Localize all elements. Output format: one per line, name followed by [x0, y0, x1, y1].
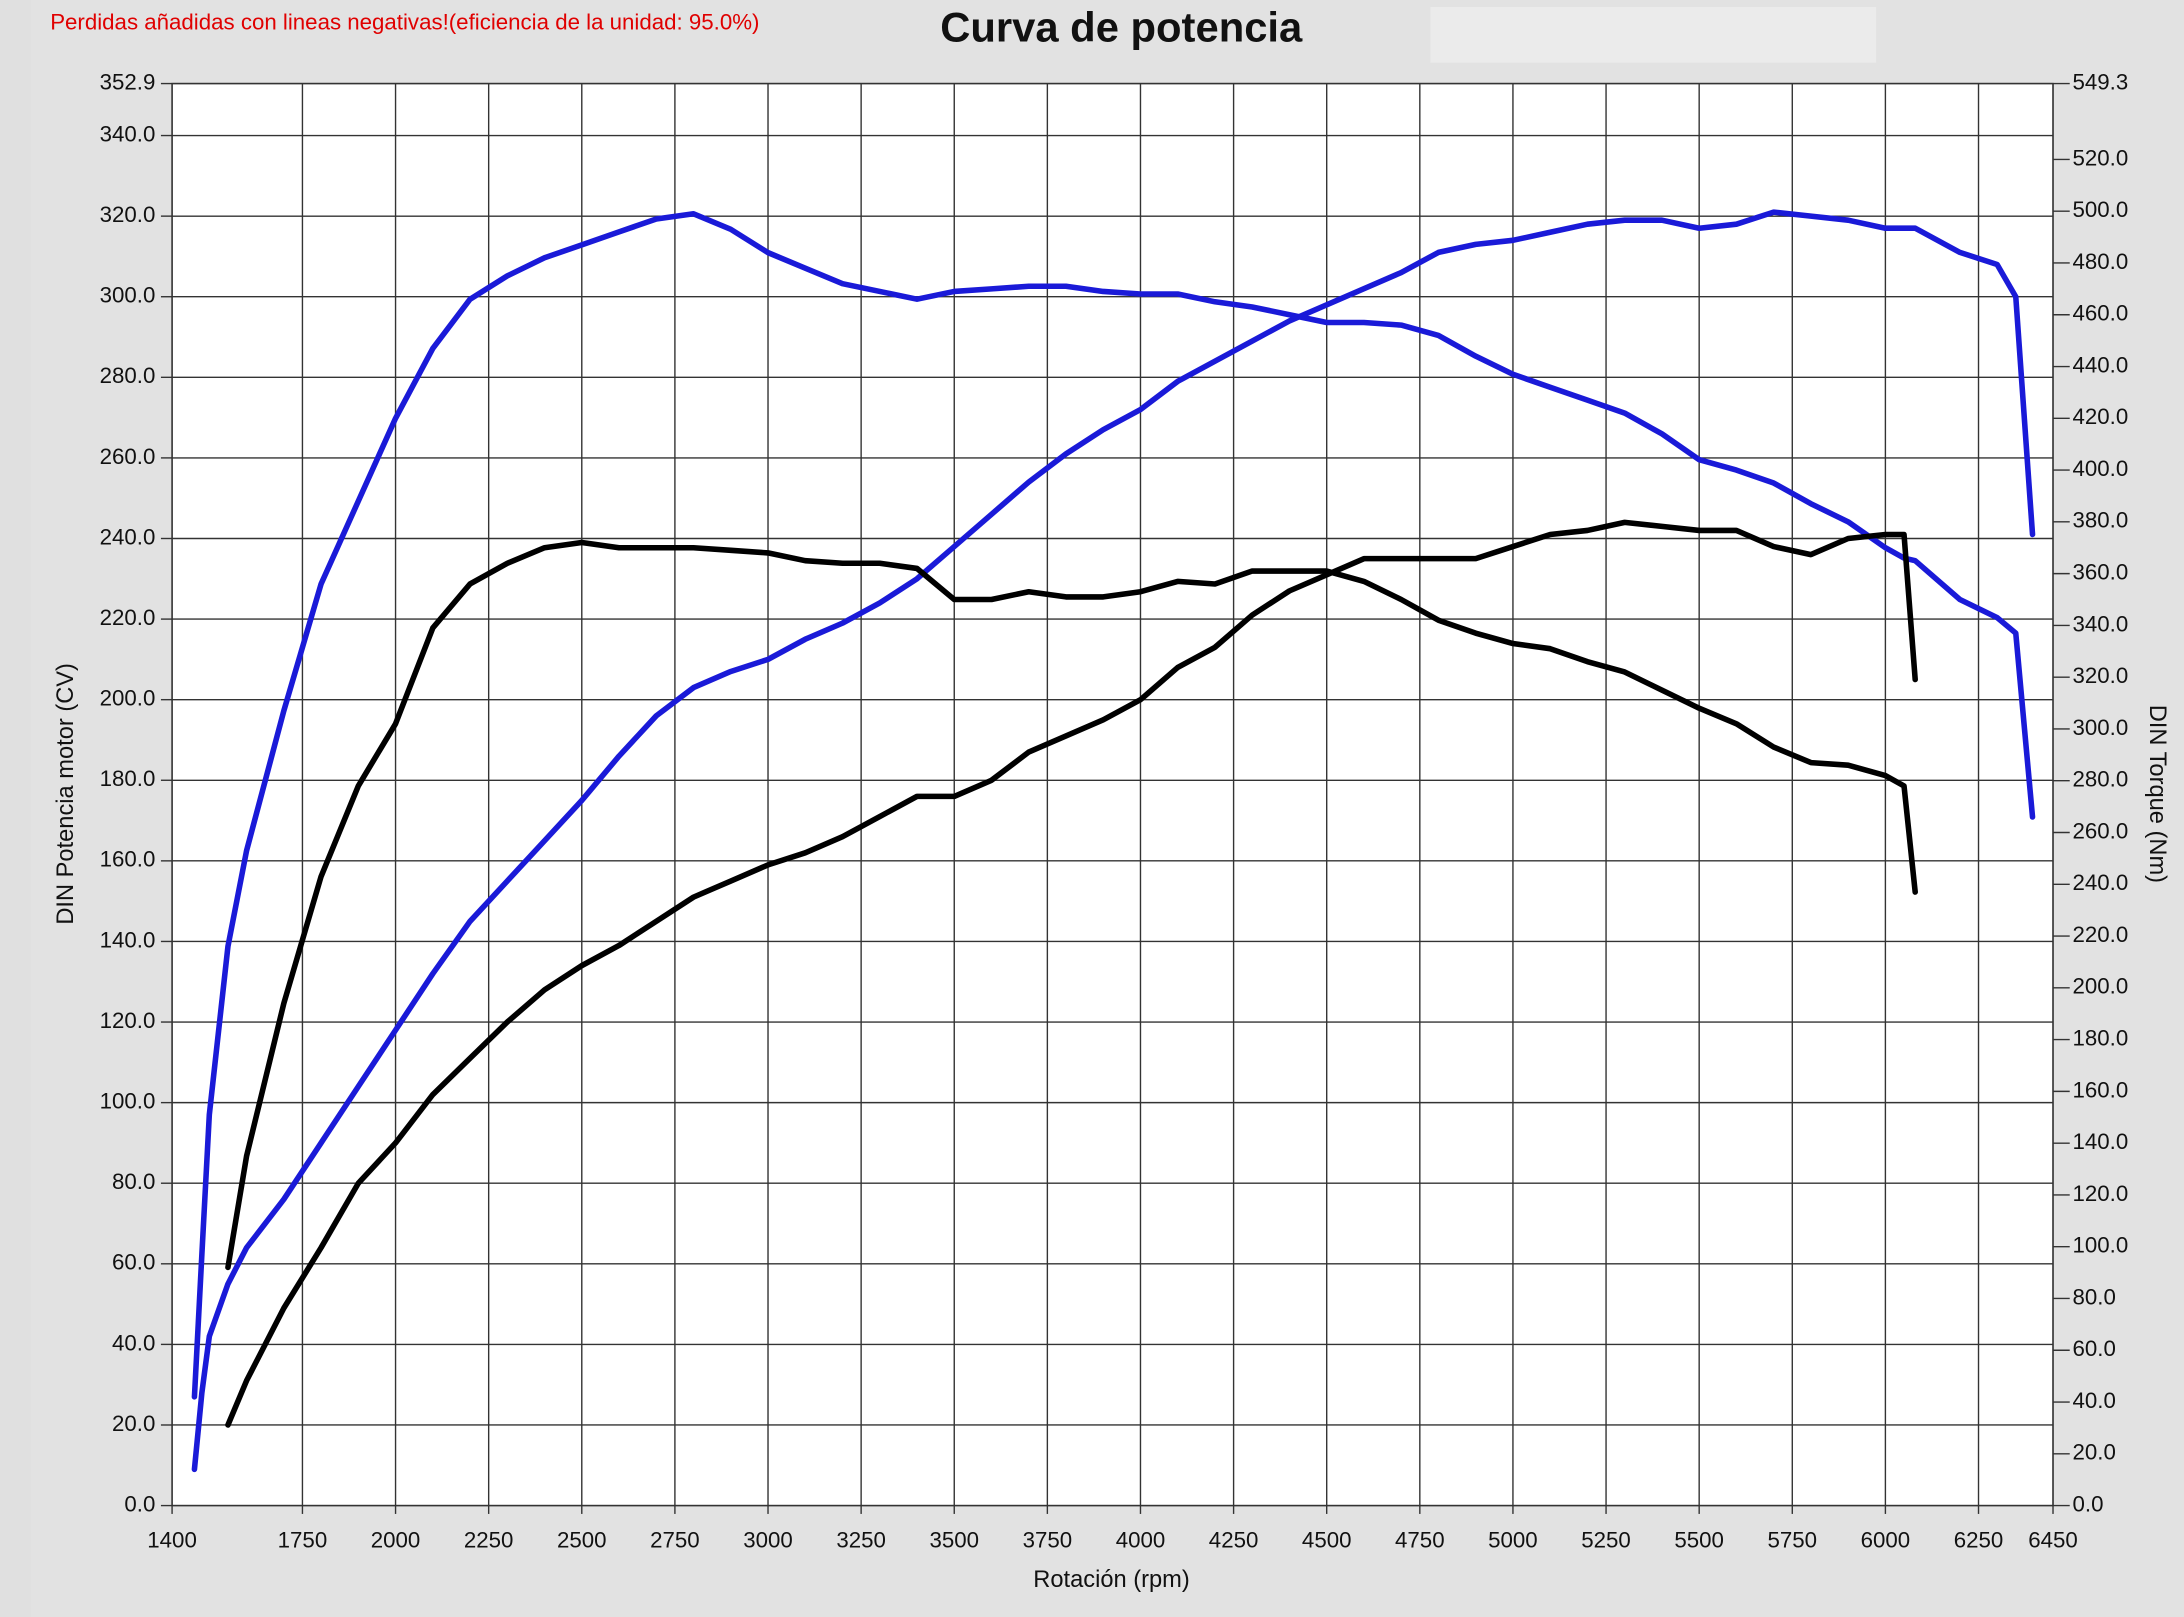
y-tick-label: 340.0 [100, 121, 156, 146]
x-tick-label: 5750 [1768, 1528, 1818, 1553]
x-tick-label: 1750 [278, 1528, 328, 1553]
series-line [191, 209, 2036, 1473]
y-tick-label: 140.0 [100, 927, 156, 952]
x-tick-label: 4000 [1116, 1528, 1166, 1553]
x-tick-label: 2750 [650, 1528, 700, 1553]
x-tick-label: 5000 [1488, 1528, 1538, 1553]
y-tick-label: 100.0 [100, 1089, 156, 1114]
x-tick-label: 4500 [1302, 1528, 1352, 1553]
y2-tick-label: 220.0 [2073, 922, 2129, 947]
y2-tick-label: 440.0 [2073, 352, 2129, 377]
y-axis-title: DIN Potencia motor (CV) [53, 663, 79, 925]
x-tick-label: 6450 [2028, 1528, 2078, 1553]
plot-frame [171, 82, 2054, 1507]
x-tick-label: 6000 [1861, 1528, 1911, 1553]
y2-tick-label: 460.0 [2073, 301, 2129, 326]
chart-title: Curva de potencia [940, 4, 1303, 51]
y-tick-label: 320.0 [100, 202, 156, 227]
y2-tick-label: 0.0 [2073, 1491, 2104, 1516]
plot-area [172, 83, 2054, 1506]
x-tick-label: 5500 [1674, 1528, 1724, 1553]
y2-tick-label: 549.3 [2073, 69, 2129, 94]
x-tick-label: 2000 [371, 1528, 421, 1553]
y-tick-label: 40.0 [112, 1330, 155, 1355]
y-tick-label: 280.0 [100, 363, 156, 388]
x-tick-label: 4750 [1395, 1528, 1445, 1553]
y2-tick-label: 160.0 [2073, 1077, 2129, 1102]
y-tick-label: 20.0 [112, 1411, 155, 1436]
x-axis-title: Rotación (rpm) [1033, 1567, 1189, 1593]
y-tick-label: 240.0 [100, 524, 156, 549]
x-tick-label: 2500 [557, 1528, 607, 1553]
x-tick-label: 2250 [464, 1528, 514, 1553]
y2-tick-label: 120.0 [2073, 1181, 2129, 1206]
x-tick-label: 5250 [1581, 1528, 1631, 1553]
y2-tick-label: 80.0 [2073, 1284, 2116, 1309]
y-tick-label: 60.0 [112, 1250, 155, 1275]
y2-tick-label: 300.0 [2073, 715, 2129, 740]
y-tick-label: 220.0 [100, 605, 156, 630]
y-tick-label: 120.0 [100, 1008, 156, 1033]
y2-tick-label: 360.0 [2073, 560, 2129, 585]
y-tick-label: 352.9 [100, 69, 156, 94]
y2-tick-label: 340.0 [2073, 611, 2129, 636]
y2-tick-label: 100.0 [2073, 1233, 2129, 1258]
y2-tick-label: 240.0 [2073, 870, 2129, 895]
y2-axis-title: DIN Torque (Nm) [2144, 705, 2170, 883]
y-tick-label: 260.0 [100, 444, 156, 469]
y2-tick-label: 520.0 [2073, 145, 2129, 170]
y2-tick-label: 380.0 [2073, 508, 2129, 533]
y2-tick-label: 40.0 [2073, 1388, 2116, 1413]
series-line [225, 539, 1918, 1271]
x-tick-label: 3750 [1023, 1528, 1073, 1553]
y-tick-label: 160.0 [100, 847, 156, 872]
y2-tick-label: 500.0 [2073, 197, 2129, 222]
y2-tick-label: 20.0 [2073, 1440, 2116, 1465]
blank-box [1430, 6, 1877, 63]
x-tick-label: 3500 [929, 1528, 979, 1553]
series-line [225, 519, 1918, 1428]
series-line [191, 210, 2036, 1400]
y-tick-label: 180.0 [100, 766, 156, 791]
y2-tick-label: 180.0 [2073, 1025, 2129, 1050]
y2-tick-label: 60.0 [2073, 1336, 2116, 1361]
y2-tick-label: 420.0 [2073, 404, 2129, 429]
y2-tick-label: 280.0 [2073, 767, 2129, 792]
y2-tick-label: 400.0 [2073, 456, 2129, 481]
x-tick-label: 3250 [836, 1528, 886, 1553]
x-tick-label: 4250 [1209, 1528, 1259, 1553]
x-tick-label: 3000 [743, 1528, 793, 1553]
y2-tick-label: 200.0 [2073, 974, 2129, 999]
x-tick-label: 1400 [147, 1528, 197, 1553]
y2-tick-label: 140.0 [2073, 1129, 2129, 1154]
y-tick-label: 0.0 [124, 1491, 155, 1516]
x-tick-label: 6250 [1954, 1528, 2004, 1553]
y2-tick-label: 260.0 [2073, 818, 2129, 843]
y-tick-label: 200.0 [100, 686, 156, 711]
y2-tick-label: 320.0 [2073, 663, 2129, 688]
y2-tick-label: 480.0 [2073, 249, 2129, 274]
subtitle: Perdidas añadidas con lineas negativas!(… [50, 10, 759, 35]
y-tick-label: 300.0 [100, 283, 156, 308]
y-tick-label: 80.0 [112, 1169, 155, 1194]
